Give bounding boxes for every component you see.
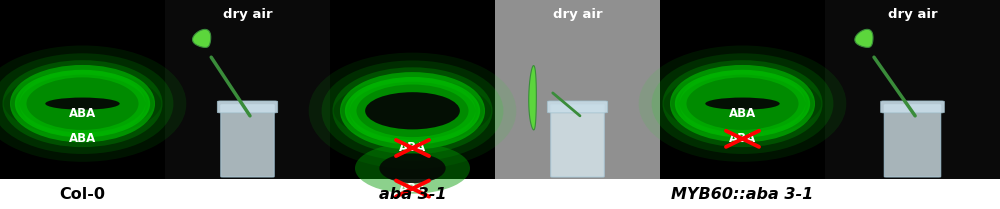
FancyBboxPatch shape (221, 105, 274, 177)
Text: ABA: ABA (729, 132, 756, 145)
Bar (495, 0, 660, 179)
Ellipse shape (675, 70, 810, 138)
Text: Col-0: Col-0 (60, 187, 106, 202)
Polygon shape (193, 29, 211, 47)
FancyBboxPatch shape (217, 101, 278, 113)
Ellipse shape (355, 143, 470, 194)
Text: ABA: ABA (69, 107, 96, 120)
Ellipse shape (705, 98, 780, 110)
FancyBboxPatch shape (884, 105, 941, 177)
Text: dry air: dry air (888, 8, 937, 21)
Text: aba 3-1: aba 3-1 (379, 187, 446, 202)
Text: dry air: dry air (553, 8, 602, 21)
FancyBboxPatch shape (547, 101, 608, 113)
Text: MYB60::aba 3-1: MYB60::aba 3-1 (671, 187, 814, 202)
Ellipse shape (15, 70, 150, 138)
Ellipse shape (45, 98, 120, 110)
Ellipse shape (379, 153, 446, 183)
Polygon shape (855, 29, 873, 47)
FancyBboxPatch shape (551, 105, 604, 177)
Bar (660, 0, 825, 179)
Bar (825, 0, 1000, 179)
Text: ABA: ABA (399, 141, 426, 154)
Ellipse shape (365, 92, 460, 129)
Text: ABA: ABA (69, 132, 96, 145)
Bar (330, 0, 495, 179)
Text: ABA: ABA (399, 182, 426, 195)
Text: dry air: dry air (223, 8, 272, 21)
Bar (165, 0, 330, 179)
Bar (0, 0, 165, 179)
Ellipse shape (345, 77, 480, 145)
FancyBboxPatch shape (881, 101, 944, 113)
Polygon shape (529, 65, 536, 130)
Text: ABA: ABA (729, 107, 756, 120)
